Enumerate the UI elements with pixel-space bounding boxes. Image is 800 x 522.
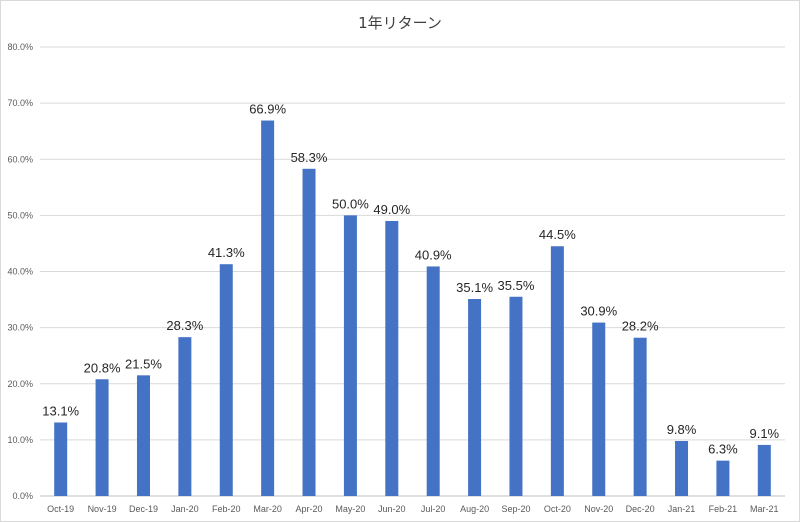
bar: [716, 460, 730, 496]
bar: [592, 322, 606, 496]
y-tick-label: 50.0%: [7, 210, 33, 220]
y-tick-label: 40.0%: [7, 267, 33, 277]
data-label: 41.3%: [208, 245, 245, 260]
x-tick-label: Nov-20: [584, 504, 613, 514]
bar: [178, 337, 192, 496]
bar: [219, 264, 233, 496]
x-tick-label: Jul-20: [421, 504, 446, 514]
x-tick-label: Nov-19: [88, 504, 117, 514]
data-label: 28.3%: [166, 318, 203, 333]
data-label: 6.3%: [708, 442, 738, 457]
x-tick-label: Jan-21: [668, 504, 696, 514]
data-label: 35.5%: [498, 278, 535, 293]
data-label: 30.9%: [580, 304, 617, 319]
bar: [302, 168, 316, 496]
x-tick-label: Mar-21: [750, 504, 779, 514]
data-label: 9.8%: [667, 422, 697, 437]
x-tick-label: Aug-20: [460, 504, 489, 514]
x-tick-label: May-20: [335, 504, 365, 514]
bar: [136, 375, 150, 496]
data-label: 35.1%: [456, 280, 493, 295]
y-tick-label: 0.0%: [12, 491, 33, 501]
data-label: 40.9%: [415, 247, 452, 262]
x-tick-label: Oct-19: [47, 504, 74, 514]
y-tick-label: 10.0%: [7, 435, 33, 445]
bar: [426, 266, 440, 496]
x-tick-label: Jan-20: [171, 504, 199, 514]
x-tick-label: Dec-20: [626, 504, 655, 514]
x-tick-label: Apr-20: [296, 504, 323, 514]
data-label: 50.0%: [332, 196, 369, 211]
data-label: 9.1%: [749, 426, 779, 441]
x-tick-label: Oct-20: [544, 504, 571, 514]
y-tick-label: 80.0%: [7, 42, 33, 52]
bar: [261, 120, 275, 497]
bar: [468, 299, 482, 496]
data-label: 13.1%: [42, 403, 79, 418]
bar: [675, 440, 689, 496]
bar: [757, 444, 771, 496]
data-label: 49.0%: [373, 202, 410, 217]
bar: [54, 422, 68, 496]
bar: [633, 337, 647, 496]
bar: [509, 296, 523, 496]
chart-title: 1年リターン: [358, 14, 442, 32]
bar: [550, 246, 564, 496]
x-tick-label: Feb-21: [709, 504, 738, 514]
x-tick-label: Dec-19: [129, 504, 158, 514]
bar: [343, 215, 357, 496]
x-tick-label: Mar-20: [253, 504, 282, 514]
y-tick-label: 60.0%: [7, 154, 33, 164]
data-label: 21.5%: [125, 356, 162, 371]
bar: [95, 379, 109, 496]
data-label: 28.2%: [622, 319, 659, 334]
y-tick-label: 70.0%: [7, 98, 33, 108]
data-label: 66.9%: [249, 102, 286, 117]
x-tick-label: Feb-20: [212, 504, 241, 514]
x-tick-label: Sep-20: [501, 504, 530, 514]
y-tick-label: 20.0%: [7, 379, 33, 389]
x-tick-label: Jun-20: [378, 504, 406, 514]
data-label: 44.5%: [539, 227, 576, 242]
data-label: 20.8%: [84, 360, 121, 375]
bar: [385, 220, 399, 497]
y-tick-label: 30.0%: [7, 323, 33, 333]
data-label: 58.3%: [291, 150, 328, 165]
